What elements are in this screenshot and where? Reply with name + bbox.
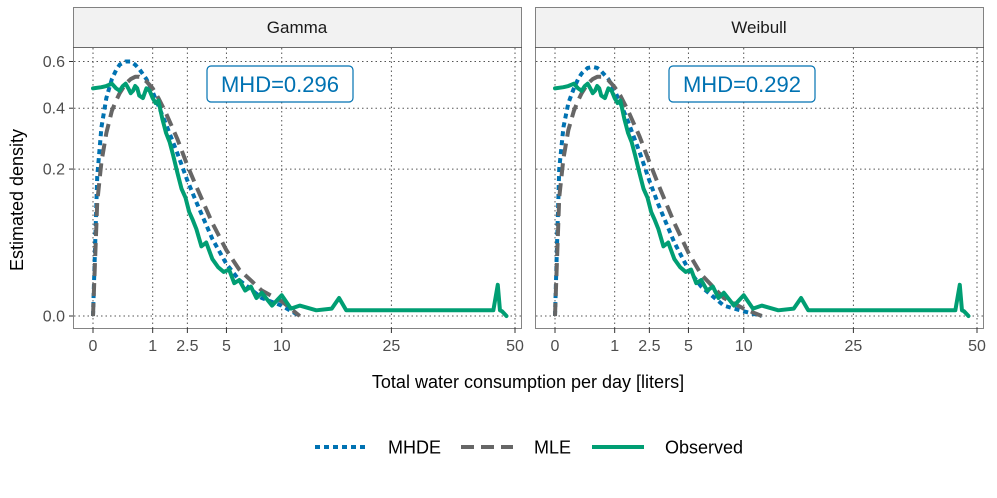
- x-tick-label: 5: [684, 338, 693, 355]
- facet-strip: [535, 7, 984, 48]
- legend-label: MHDE: [388, 438, 441, 458]
- x-axis: 0 1 2.5 5 10 25 50: [551, 328, 986, 355]
- series-line-obs: [553, 81, 971, 318]
- legend-item-mle: MLE: [461, 438, 571, 458]
- facet-strip: [73, 7, 522, 48]
- x-tick-label: 25: [845, 338, 863, 355]
- y-tick-label: 0.6: [43, 54, 65, 71]
- x-tick-label: 2.5: [176, 338, 198, 355]
- gridlines: [74, 48, 521, 328]
- facet-title: Weibull: [731, 18, 786, 37]
- x-tick-label: 10: [735, 338, 753, 355]
- y-tick-label: 0.0: [43, 309, 65, 326]
- gridlines: [536, 48, 983, 328]
- x-tick-label: 50: [506, 338, 524, 355]
- annotation-box: [206, 65, 354, 103]
- legend: MHDE MLE Observed: [315, 438, 743, 458]
- x-tick-label: 5: [222, 338, 231, 355]
- series-line-obs: [91, 81, 509, 318]
- annotation-box: [668, 65, 816, 103]
- legend-label: Observed: [665, 438, 743, 458]
- series-line-mle: [91, 74, 302, 318]
- x-tick-label: 10: [273, 338, 291, 355]
- x-tick-label: 1: [610, 338, 619, 355]
- y-axis: 0.0 0.2 0.4 0.6: [43, 54, 73, 326]
- x-axis: 0 1 2.5 5 10 25 50: [89, 328, 524, 355]
- x-tick-label: 0: [89, 338, 98, 355]
- legend-item-obs: Observed: [592, 438, 743, 458]
- facet-title: Gamma: [267, 18, 328, 37]
- x-tick-label: 0: [551, 338, 560, 355]
- series-line-mle: [553, 74, 763, 318]
- x-tick-label: 2.5: [638, 338, 660, 355]
- legend-item-mhde: MHDE: [315, 438, 441, 458]
- x-tick-label: 1: [148, 338, 157, 355]
- mhd-annotation: MHD=0.292: [668, 65, 816, 103]
- x-tick-label: 25: [383, 338, 401, 355]
- panel-weibull: Weibull 0 1 2.5 5 10 25 50 MHD=0.292: [535, 7, 986, 355]
- legend-label: MLE: [534, 438, 571, 458]
- x-tick-label: 50: [968, 338, 986, 355]
- annotation-label: MHD=0.292: [683, 72, 801, 97]
- x-axis-title: Total water consumption per day [liters]: [372, 372, 684, 392]
- annotation-label: MHD=0.296: [221, 72, 339, 97]
- y-tick-label: 0.2: [43, 162, 65, 179]
- y-axis-title: Estimated density: [7, 129, 27, 271]
- y-tick-label: 0.4: [43, 101, 65, 118]
- panel-gamma: Gamma 0 1 2.5 5 10 25 50 0.0 0.2 0.4 0.6 MHD=0.296: [43, 7, 524, 355]
- mhd-annotation: MHD=0.296: [206, 65, 354, 103]
